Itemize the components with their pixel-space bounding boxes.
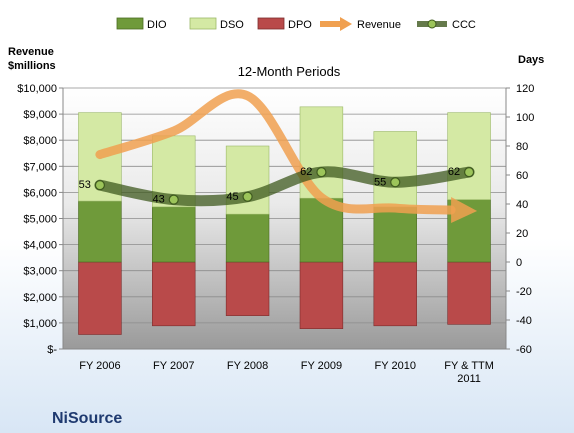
bar-dpo	[152, 261, 196, 327]
bar-dio	[152, 206, 196, 263]
y-left-tick-label: $10,000	[17, 83, 57, 95]
y-right-tick-label: 20	[516, 228, 528, 240]
ccc-point	[316, 167, 327, 178]
ccc-point	[242, 191, 253, 202]
bar-dso	[447, 112, 491, 200]
y-right-tick-label: -20	[516, 286, 532, 298]
x-tick-label: FY 2009	[301, 360, 342, 372]
bar-dpo	[373, 261, 417, 327]
y-left-tick-label: $5,000	[23, 214, 57, 226]
y-right-tick-label: -40	[516, 315, 532, 327]
bar-dpo	[447, 261, 491, 325]
legend: DIO DSO DPO Revenue CCC	[116, 17, 476, 31]
y-right-tick-label: 0	[516, 257, 522, 269]
bar-dio	[225, 213, 270, 263]
legend-swatch-dpo	[257, 17, 285, 30]
legend-label-dpo: DPO	[288, 19, 312, 31]
y-right-tick-label: 100	[516, 112, 534, 124]
y-left-tick-label: $-	[47, 344, 57, 356]
ccc-data-label: 45	[226, 191, 238, 203]
x-tick-label: FY 2007	[153, 360, 194, 372]
ccc-data-label: 62	[448, 166, 460, 178]
x-tick-label: FY 2010	[375, 360, 416, 372]
bar-dio	[78, 200, 122, 263]
ccc-point	[168, 194, 179, 205]
legend-label-dso: DSO	[220, 19, 244, 31]
y-left-axis-label-line2: $millions	[8, 60, 56, 72]
y-left-tick-label: $1,000	[23, 318, 57, 330]
x-tick-label: FY 2008	[227, 360, 268, 372]
bar-dpo	[299, 261, 344, 329]
legend-swatch-dio	[116, 17, 144, 30]
ccc-data-label: 62	[300, 166, 312, 178]
x-tick-label: FY & TTM 2011	[444, 360, 494, 385]
ccc-point	[94, 180, 106, 191]
axes: $- $1,000 $2,000 $3,000 $4,000 $5,000 $6,000 $7…	[17, 83, 534, 385]
y-right-tick-label: -60	[516, 344, 532, 356]
y-left-axis-label: Revenue $millions	[8, 46, 57, 72]
chart-title: 12-Month Periods	[238, 64, 341, 79]
y-left-tick-label: $9,000	[23, 109, 57, 121]
lines: 53 43 45 62 55 62	[79, 89, 478, 223]
legend-swatch-revenue-arrowhead	[340, 17, 352, 31]
y-left-tick-label: $2,000	[23, 292, 57, 304]
y-right-tick-label: 80	[516, 141, 528, 153]
y-left-axis-label-line1: Revenue	[8, 46, 54, 58]
y-left-tick-label: $3,000	[23, 266, 57, 278]
legend-label-dio: DIO	[147, 19, 167, 31]
ccc-data-label: 43	[153, 194, 165, 206]
bar-dpo	[78, 261, 122, 335]
y-right-axis-label: Days	[518, 54, 544, 66]
ccc-data-label: 53	[79, 179, 91, 191]
y-right-tick-label: 60	[516, 170, 528, 182]
y-left-tick-label: $7,000	[23, 161, 57, 173]
bar-dio	[373, 206, 417, 263]
bar-dso	[373, 131, 417, 208]
revenue-line	[95, 89, 456, 215]
y-left-tick-label: $8,000	[23, 135, 57, 147]
y-left-tick-label: $4,000	[23, 240, 57, 252]
ccc-data-label: 55	[374, 176, 386, 188]
company-name: NiSource	[52, 410, 122, 427]
bar-dpo	[225, 261, 270, 316]
legend-label-revenue: Revenue	[357, 19, 401, 31]
ccc-line	[94, 166, 475, 207]
legend-swatch-dso	[189, 17, 217, 30]
y-left-tick-label: $6,000	[23, 187, 57, 199]
legend-swatch-ccc-marker	[427, 19, 437, 29]
legend-label-ccc: CCC	[452, 19, 476, 31]
ccc-point	[463, 167, 475, 178]
y-right-tick-label: 120	[516, 83, 534, 95]
y-right-tick-label: 40	[516, 199, 528, 211]
revenue-arrowhead	[451, 196, 478, 223]
ccc-point	[390, 177, 401, 188]
x-tick-label: FY 2006	[79, 360, 120, 372]
